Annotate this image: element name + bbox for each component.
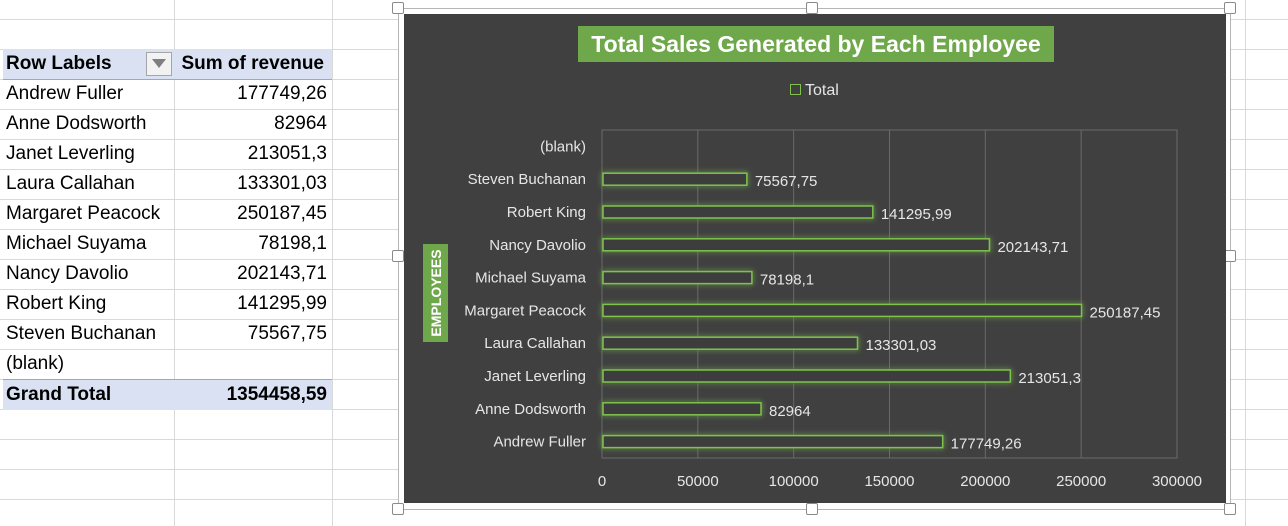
legend-swatch: [790, 84, 801, 95]
resize-handle[interactable]: [392, 503, 404, 515]
pivot-row-label: Steven Buchanan: [6, 323, 157, 344]
data-label: 141295,99: [881, 206, 952, 223]
pivot-row-value: 202143,71: [237, 263, 327, 284]
sum-of-revenue-header[interactable]: Sum of revenue: [181, 53, 324, 74]
bar[interactable]: [602, 270, 753, 285]
data-label: 82964: [769, 403, 811, 420]
bar-chart[interactable]: 0 50000 100000 150000 200000 250000 300000 Andr…: [404, 14, 1226, 503]
row-labels-header[interactable]: Row Labels: [6, 53, 112, 74]
pivot-row-label: Anne Dodsworth: [6, 113, 147, 134]
pivot-row-value: 82964: [274, 113, 327, 134]
pivot-row-value: 133301,03: [237, 173, 327, 194]
pivot-row[interactable]: Steven Buchanan 75567,75: [3, 319, 332, 349]
pivot-header-row: Row Labels Sum of revenue: [3, 49, 332, 80]
chart-plot: 0 50000 100000 150000 200000 250000 300000 Andr…: [464, 129, 1202, 490]
x-tick-label: 300000: [1152, 473, 1202, 490]
pivot-row-value: 78198,1: [258, 233, 327, 254]
grid-column-line: [1245, 0, 1246, 526]
y-category-label: Janet Leverling: [484, 368, 586, 385]
y-category-label: Michael Suyama: [475, 270, 587, 287]
data-label: 177749,26: [951, 436, 1022, 453]
pivot-row[interactable]: Nancy Davolio 202143,71: [3, 259, 332, 289]
grand-total-row[interactable]: Grand Total 1354458,59: [3, 379, 332, 410]
pivot-row[interactable]: Anne Dodsworth 82964: [3, 109, 332, 139]
bar[interactable]: [602, 205, 874, 219]
y-category-label: Robert King: [507, 204, 586, 221]
pivot-row[interactable]: (blank): [3, 349, 332, 379]
chart-legend[interactable]: Total: [790, 82, 839, 100]
x-tick-label: 150000: [864, 473, 914, 490]
y-axis-title-text: EMPLOYEES: [427, 249, 444, 337]
pivot-row-label: Margaret Peacock: [6, 203, 161, 224]
bar[interactable]: [602, 434, 944, 449]
y-category-label: Steven Buchanan: [468, 171, 586, 188]
dropdown-filter-icon[interactable]: [146, 52, 172, 76]
pivot-row[interactable]: Laura Callahan 133301,03: [3, 169, 332, 199]
chart-title[interactable]: Total Sales Generated by Each Employee: [578, 26, 1054, 62]
grid-column-line: [174, 0, 175, 526]
y-axis-title[interactable]: EMPLOYEES: [423, 244, 448, 342]
data-label: 250187,45: [1090, 304, 1161, 321]
y-category-label: (blank): [540, 138, 586, 155]
resize-handle[interactable]: [1224, 2, 1236, 14]
bar[interactable]: [602, 238, 991, 252]
pivot-row[interactable]: Andrew Fuller 177749,26: [3, 79, 332, 109]
data-label: 213051,3: [1018, 370, 1081, 387]
legend-entry-total: Total: [805, 82, 839, 99]
resize-handle[interactable]: [392, 2, 404, 14]
grand-total-value: 1354458,59: [226, 384, 327, 405]
grand-total-label: Grand Total: [6, 384, 112, 405]
pivot-row-value: 213051,3: [247, 143, 327, 164]
y-category-label: Andrew Fuller: [493, 434, 586, 451]
bar[interactable]: [602, 172, 748, 186]
pivot-row[interactable]: Robert King 141295,99: [3, 289, 332, 319]
resize-handle[interactable]: [392, 250, 404, 262]
data-label: 133301,03: [865, 337, 936, 354]
pivot-row-value: 141295,99: [237, 293, 327, 314]
pivot-row[interactable]: Michael Suyama 78198,1: [3, 229, 332, 259]
pivot-row-label: Nancy Davolio: [6, 263, 129, 284]
x-tick-label: 200000: [960, 473, 1010, 490]
pivot-row-label: Janet Leverling: [6, 143, 135, 164]
pivot-row-value: 250187,45: [237, 203, 327, 224]
y-category-label: Laura Callahan: [484, 335, 586, 352]
resize-handle[interactable]: [806, 503, 818, 515]
y-category-label: Margaret Peacock: [464, 302, 586, 319]
pivot-row-label: Laura Callahan: [6, 173, 135, 194]
pivot-row-label: Michael Suyama: [6, 233, 147, 254]
bar[interactable]: [602, 303, 1083, 318]
data-label: 78198,1: [760, 272, 814, 289]
pivot-row[interactable]: Janet Leverling 213051,3: [3, 139, 332, 169]
pivot-row-value: 75567,75: [247, 323, 327, 344]
pivot-row-label: Andrew Fuller: [6, 83, 124, 104]
data-label: 202143,71: [997, 239, 1068, 256]
resize-handle[interactable]: [1224, 503, 1236, 515]
resize-handle[interactable]: [806, 2, 818, 14]
bar[interactable]: [602, 369, 1012, 383]
grid-column-line: [332, 0, 333, 526]
y-category-label: Nancy Davolio: [489, 237, 586, 254]
pivot-row-value: 177749,26: [237, 83, 327, 104]
x-tick-label: 250000: [1056, 473, 1106, 490]
data-label: 75567,75: [755, 173, 818, 190]
x-tick-label: 0: [598, 473, 606, 490]
pivot-row-label: (blank): [6, 353, 65, 374]
pivot-row[interactable]: Margaret Peacock 250187,45: [3, 199, 332, 229]
x-tick-label: 100000: [769, 473, 819, 490]
bar[interactable]: [602, 402, 762, 416]
x-tick-label: 50000: [677, 473, 719, 490]
y-category-label: Anne Dodsworth: [475, 401, 586, 418]
pivot-row-label: Robert King: [6, 293, 107, 314]
bar[interactable]: [602, 336, 859, 350]
